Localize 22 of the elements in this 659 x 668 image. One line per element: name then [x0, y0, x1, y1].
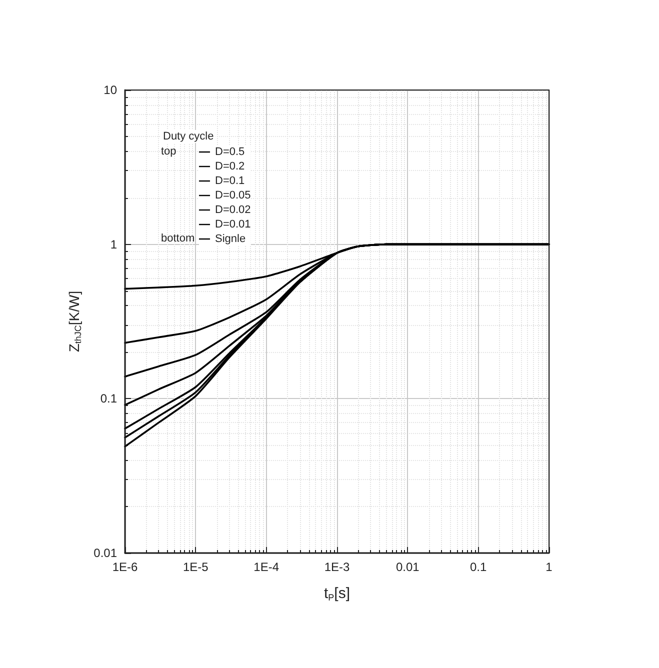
x-tick-label: 0.01: [396, 560, 420, 574]
legend-label: D=0.05: [215, 190, 251, 202]
legend-title: Duty cycle: [163, 130, 214, 142]
y-tick-label: 1: [110, 237, 118, 252]
legend-label: D=0.5: [215, 146, 245, 158]
legend-label: D=0.02: [215, 204, 251, 216]
x-tick-label: 1E-6: [112, 560, 138, 574]
x-tick-label: 1E-3: [324, 560, 350, 574]
y-tick-label: 10: [104, 83, 118, 97]
annotation: bottom: [161, 232, 195, 244]
legend-label: D=0.1: [215, 175, 245, 187]
x-tick-label: 1E-5: [182, 560, 209, 574]
legend-label: Signle: [215, 233, 246, 245]
y-tick-label: 0.1: [100, 392, 118, 406]
legend-label: D=0.01: [215, 218, 251, 230]
annotation: top: [161, 146, 176, 158]
y-axis-title: ZthJC[K/W]: [66, 290, 84, 352]
legend-label: D=0.2: [215, 160, 245, 172]
x-tick-label: 0.1: [470, 560, 487, 574]
x-tick-label: 1E-4: [254, 560, 280, 574]
y-tick-label: 0.01: [94, 546, 118, 560]
x-tick-label: 1: [546, 560, 553, 574]
